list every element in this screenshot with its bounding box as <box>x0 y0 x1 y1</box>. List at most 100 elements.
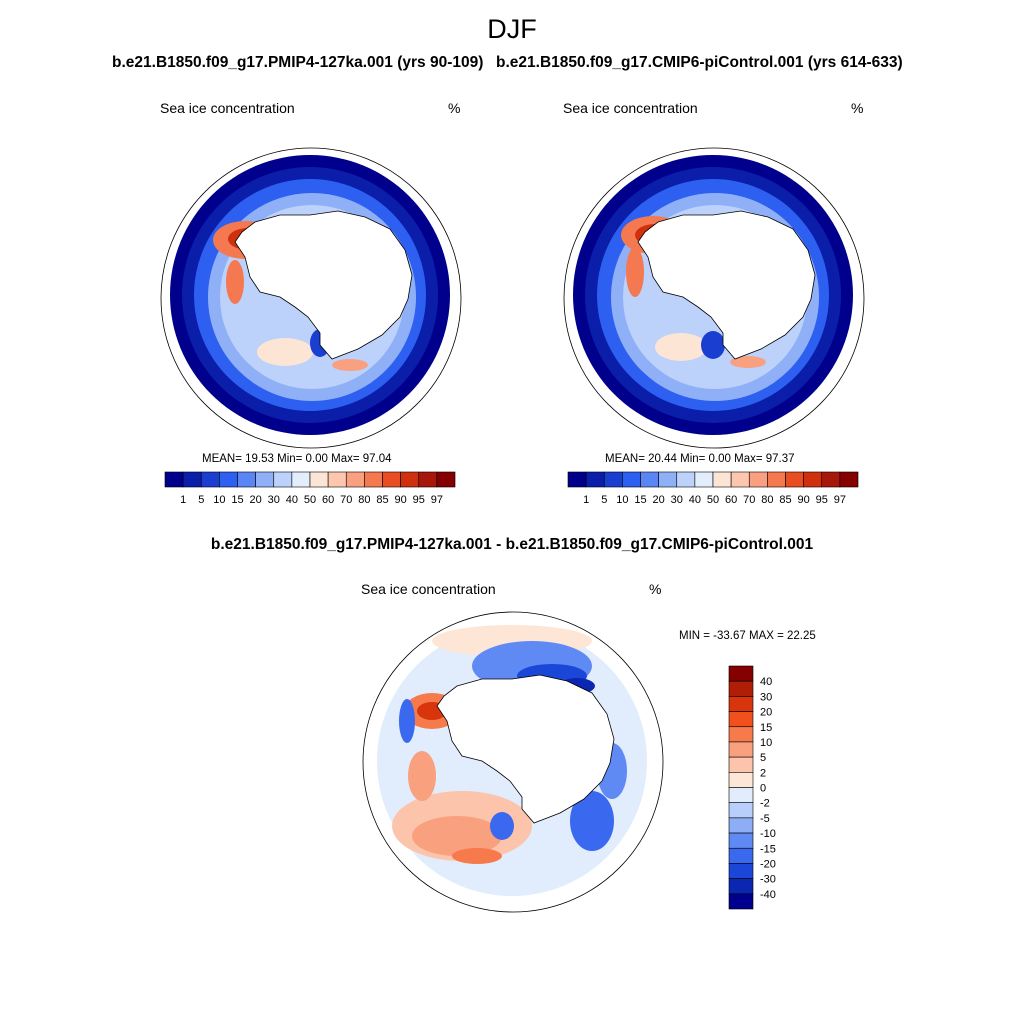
colorbar-swatch <box>345 471 365 488</box>
colorbar-swatch <box>640 471 659 488</box>
colorbar-tick-label: 0 <box>760 783 766 795</box>
panel1-polar-map <box>160 147 462 449</box>
colorbar-tick-label: 90 <box>798 494 810 506</box>
colorbar-tick-label: 85 <box>376 494 388 506</box>
colorbar-tick-label: 70 <box>340 494 352 506</box>
panel1-stats: MEAN= 19.53 Min= 0.00 Max= 97.04 <box>202 453 392 465</box>
colorbar-tick-label: 20 <box>760 707 772 719</box>
colorbar-tick-label: 20 <box>653 494 665 506</box>
colorbar-tick-label: 10 <box>760 737 772 749</box>
colorbar-tick-label: 15 <box>760 722 772 734</box>
colorbar-swatch <box>291 471 311 488</box>
panel2-colorbar: 1 5 10 15 20 30 40 50 60 70 80 85 90 95 97 <box>567 471 859 506</box>
panel2-title: b.e21.B1850.f09_g17.CMIP6-piControl.001 … <box>496 54 903 71</box>
panel3-variable-label: Sea ice concentration <box>361 581 496 597</box>
colorbar-swatch <box>364 471 383 488</box>
colorbar-swatch <box>694 471 714 488</box>
colorbar-swatch <box>382 471 401 488</box>
colorbar-swatch <box>200 471 220 488</box>
colorbar-swatch <box>728 696 754 712</box>
colorbar-tick-label: 1 <box>583 494 589 506</box>
colorbar-tick-label: -30 <box>760 874 776 886</box>
colorbar-tick-label: -2 <box>760 798 770 810</box>
colorbar-swatch <box>676 471 696 488</box>
colorbar-tick-label: -5 <box>760 813 770 825</box>
colorbar-swatch <box>219 471 238 488</box>
panel2-polar-map <box>563 147 865 449</box>
colorbar-tick-label: 15 <box>231 494 243 506</box>
colorbar-swatch <box>728 665 754 682</box>
colorbar-swatch <box>622 471 641 488</box>
colorbar-tick-label: 80 <box>358 494 370 506</box>
colorbar-tick-label: 5 <box>760 752 766 764</box>
colorbar-swatch <box>712 471 732 488</box>
colorbar-tick-label: 10 <box>616 494 628 506</box>
colorbar-tick-label: 50 <box>304 494 316 506</box>
colorbar-swatch <box>658 471 678 488</box>
colorbar-tick-label: 15 <box>634 494 646 506</box>
colorbar-swatch <box>728 817 754 834</box>
colorbar-tick-label: -10 <box>760 828 776 840</box>
colorbar-tick-label: -15 <box>760 843 776 855</box>
colorbar-swatch <box>803 471 823 488</box>
colorbar-swatch <box>728 741 754 758</box>
colorbar-tick-label: 20 <box>250 494 262 506</box>
colorbar-swatch <box>327 471 347 488</box>
colorbar-tick-label: 97 <box>431 494 443 506</box>
colorbar-swatch <box>785 471 804 488</box>
colorbar-swatch <box>728 878 754 895</box>
colorbar-swatch <box>728 726 754 743</box>
panel2-stats: MEAN= 20.44 Min= 0.00 Max= 97.37 <box>605 453 795 465</box>
colorbar-tick-label: 95 <box>816 494 828 506</box>
colorbar-swatch <box>728 787 754 803</box>
colorbar-tick-label: 40 <box>689 494 701 506</box>
colorbar-swatch <box>273 471 293 488</box>
colorbar-swatch <box>767 471 786 488</box>
colorbar-tick-label: 60 <box>725 494 737 506</box>
colorbar-tick-label: 10 <box>213 494 225 506</box>
colorbar-tick-label: 60 <box>322 494 334 506</box>
colorbar-swatch <box>418 471 438 488</box>
colorbar-swatch <box>730 471 750 488</box>
colorbar-tick-label: 30 <box>268 494 280 506</box>
colorbar-tick-label: -20 <box>760 858 776 870</box>
panel3-title: b.e21.B1850.f09_g17.PMIP4-127ka.001 - b.… <box>210 536 814 553</box>
colorbar-swatch <box>839 471 859 488</box>
colorbar-swatch <box>728 832 754 849</box>
colorbar-swatch <box>567 471 587 488</box>
colorbar-swatch <box>164 471 184 488</box>
colorbar-swatch <box>603 471 623 488</box>
colorbar-swatch <box>400 471 420 488</box>
colorbar-swatch <box>728 711 754 728</box>
colorbar-swatch <box>728 772 754 788</box>
colorbar-tick-label: 40 <box>760 676 772 688</box>
colorbar-swatch <box>255 471 275 488</box>
panel3-minmax: MIN = -33.67 MAX = 22.25 <box>679 630 816 642</box>
colorbar-swatch <box>728 893 754 910</box>
colorbar-tick-label: 5 <box>198 494 204 506</box>
panel1-colorbar: 1 5 10 15 20 30 40 50 60 70 80 85 90 95 97 <box>164 471 456 506</box>
colorbar-tick-label: 85 <box>779 494 791 506</box>
colorbar-swatch <box>748 471 768 488</box>
panel2-units-label: % <box>851 100 864 116</box>
colorbar-tick-label: 30 <box>671 494 683 506</box>
colorbar-swatch <box>728 847 754 864</box>
colorbar-swatch <box>182 471 202 488</box>
colorbar-tick-label: 80 <box>761 494 773 506</box>
panel3-difference-map <box>362 611 664 913</box>
colorbar-tick-label: 5 <box>601 494 607 506</box>
colorbar-tick-label: 95 <box>413 494 425 506</box>
colorbar-swatch <box>821 471 841 488</box>
colorbar-tick-label: 97 <box>834 494 846 506</box>
colorbar-tick-label: 2 <box>760 767 766 779</box>
colorbar-swatch <box>585 471 605 488</box>
panel1-units-label: % <box>448 100 461 116</box>
colorbar-swatch <box>728 802 754 819</box>
figure-title: DJF <box>487 14 537 44</box>
panel2-variable-label: Sea ice concentration <box>563 100 698 116</box>
panel3-units-label: % <box>649 581 662 597</box>
colorbar-swatch <box>728 756 754 773</box>
colorbar-tick-label: -40 <box>760 889 776 901</box>
colorbar-tick-label: 70 <box>743 494 755 506</box>
